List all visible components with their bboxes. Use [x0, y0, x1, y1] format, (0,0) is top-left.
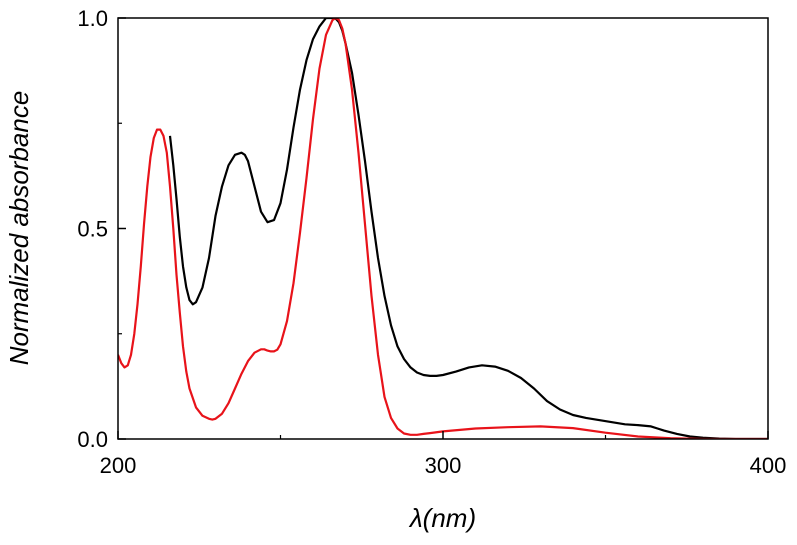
ticks-layer — [117, 17, 769, 440]
y-tick-label: 1.0 — [77, 6, 108, 31]
series-layer — [118, 18, 768, 439]
x-axis-title: λ(nm) — [408, 503, 476, 533]
series-line-0 — [168, 18, 768, 439]
y-axis-title: Normalized absorbance — [4, 91, 34, 366]
y-tick-label: 0.0 — [77, 427, 108, 452]
y-tick-label: 0.5 — [77, 217, 108, 242]
x-tick-label: 400 — [750, 453, 787, 478]
series-line-1 — [118, 18, 768, 439]
x-tick-label: 200 — [100, 453, 137, 478]
tick-labels-layer: 200 300 400 0.0 0.5 1.0 — [77, 6, 786, 478]
x-tick-label: 300 — [425, 453, 462, 478]
